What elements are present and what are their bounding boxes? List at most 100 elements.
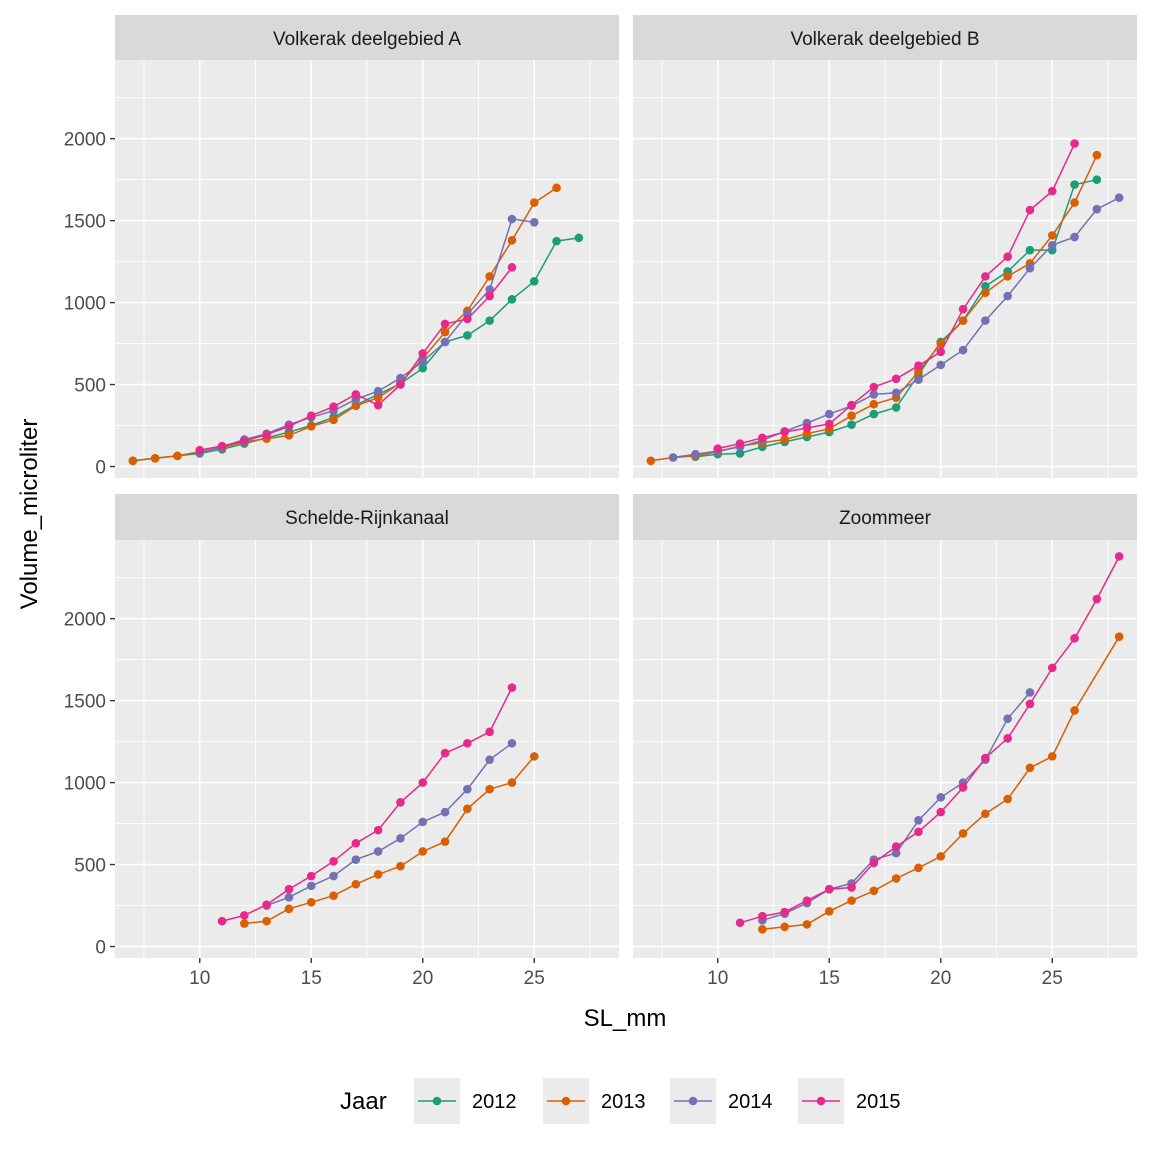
y-tick-label: 1000	[64, 774, 106, 795]
facet-strip-label: Volkerak deelgebied B	[790, 29, 979, 50]
legend-item-2013: 2013	[543, 1078, 646, 1124]
data-point-2014	[981, 316, 990, 325]
facet-panel: Zoommeer 10 15 20 25	[633, 494, 1137, 989]
data-point-2013	[284, 431, 294, 440]
data-point-2013	[869, 886, 879, 896]
data-point-2013	[507, 236, 517, 245]
data-point-2015	[936, 807, 946, 817]
data-point-2015	[1025, 205, 1035, 215]
legend-item-2012: 2012	[414, 1078, 517, 1124]
data-point-2015	[507, 683, 517, 692]
data-point-2015	[284, 884, 294, 894]
data-point-2015	[195, 445, 205, 455]
data-point-2015	[780, 907, 789, 917]
data-point-2015	[217, 441, 227, 451]
data-point-2012	[485, 316, 494, 325]
data-point-2014	[1003, 291, 1012, 301]
data-point-2013	[329, 415, 338, 425]
data-point-2014	[1003, 714, 1012, 723]
data-point-2013	[847, 896, 856, 905]
data-point-2015	[958, 304, 968, 314]
data-point-2015	[1025, 699, 1035, 709]
data-point-2014	[1114, 193, 1124, 202]
legend-key-point	[688, 1096, 698, 1106]
legend: Jaar 2012 2013 2014 2015	[340, 1078, 901, 1124]
data-point-2015	[329, 402, 338, 411]
data-point-2013	[1070, 198, 1079, 207]
data-point-2014	[1047, 240, 1057, 250]
y-tick-label: 500	[74, 856, 106, 877]
x-tick-label: 25	[524, 968, 545, 989]
data-point-2014	[914, 375, 923, 384]
data-point-2013	[306, 897, 316, 907]
data-point-2015	[914, 827, 923, 837]
data-point-2013	[1025, 763, 1035, 773]
data-point-2012	[1092, 175, 1102, 184]
data-point-2014	[869, 390, 879, 399]
data-point-2015	[891, 374, 901, 384]
data-point-2013	[780, 435, 789, 444]
data-point-2013	[1047, 752, 1057, 761]
data-point-2013	[440, 837, 450, 846]
facet-strip	[115, 494, 619, 540]
data-point-2015	[485, 291, 494, 301]
data-point-2015	[802, 896, 812, 905]
data-point-2014	[373, 847, 383, 856]
data-point-2014	[891, 388, 901, 398]
data-point-2015	[758, 911, 767, 921]
data-point-2013	[128, 456, 138, 466]
data-point-2014	[529, 217, 539, 227]
data-point-2015	[440, 319, 450, 329]
data-point-2015	[440, 748, 450, 758]
data-point-2014	[936, 360, 946, 370]
data-point-2015	[418, 349, 428, 358]
data-point-2013	[418, 847, 428, 856]
facet-panel: Volkerak deelgebied B	[633, 15, 1137, 478]
data-point-2015	[869, 858, 879, 868]
x-tick-label: 15	[819, 968, 840, 989]
data-point-2012	[869, 409, 879, 419]
data-point-2013	[485, 272, 494, 281]
y-tick-label: 1500	[64, 692, 106, 713]
data-point-2014	[329, 871, 338, 881]
data-point-2013	[646, 456, 656, 466]
data-point-2013	[529, 752, 539, 761]
facet-strip	[633, 494, 1137, 540]
y-tick-label: 500	[74, 376, 106, 397]
data-point-2015	[1070, 139, 1079, 148]
data-point-2014	[351, 855, 361, 864]
data-point-2013	[891, 874, 901, 883]
data-point-2014	[284, 893, 294, 902]
data-point-2013	[1114, 632, 1124, 642]
data-point-2013	[440, 327, 450, 337]
data-point-2013	[1070, 706, 1079, 715]
legend-key-point	[432, 1096, 442, 1106]
data-point-2012	[847, 420, 856, 430]
data-point-2015	[396, 797, 405, 807]
data-point-2012	[891, 403, 901, 412]
data-point-2015	[351, 838, 361, 848]
data-point-2013	[758, 925, 767, 934]
facet-strip-label: Schelde-Rijnkanaal	[285, 508, 449, 529]
data-point-2014	[373, 386, 383, 396]
x-tick-label: 10	[189, 968, 210, 989]
data-point-2014	[891, 848, 901, 858]
legend-label: 2013	[601, 1091, 646, 1113]
data-point-2012	[418, 363, 428, 373]
data-point-2013	[802, 920, 812, 929]
data-point-2015	[1047, 186, 1057, 196]
legend-label: 2012	[472, 1091, 517, 1113]
data-point-2014	[1070, 232, 1079, 242]
data-point-2015	[1070, 634, 1079, 643]
legend-key-point	[561, 1096, 571, 1106]
panels-layer: Volkerak deelgebied A0500100015002000Vol…	[64, 15, 1137, 989]
facet-strip	[633, 15, 1137, 60]
data-point-2014	[396, 834, 405, 843]
data-point-2015	[713, 444, 723, 453]
data-point-2014	[507, 738, 517, 748]
data-point-2014	[485, 755, 494, 764]
legend-title: Jaar	[340, 1088, 387, 1115]
data-point-2014	[1025, 263, 1035, 273]
data-point-2013	[485, 784, 494, 794]
y-tick-label: 1000	[64, 294, 106, 315]
